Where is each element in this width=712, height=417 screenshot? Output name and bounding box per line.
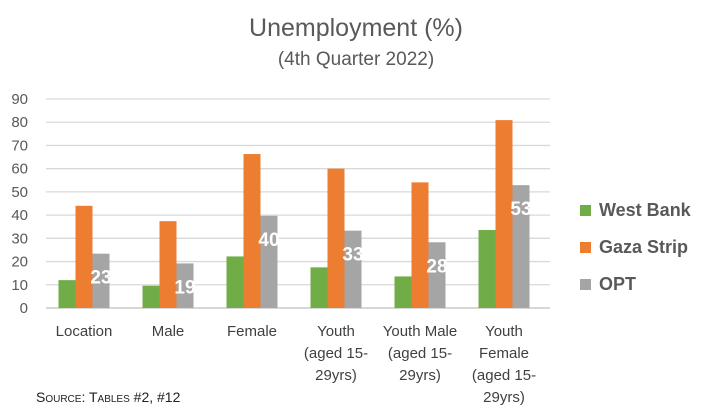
bar-west-bank [58,280,76,308]
legend-swatch [580,242,591,253]
bar-opt [428,242,446,308]
x-tick-label: Male [152,323,185,340]
legend-swatch [580,205,591,216]
bar-opt [92,253,110,308]
x-tick-label: Location [56,323,113,340]
x-tick-label: Youth [317,323,355,340]
bar-gaza-strip [75,205,93,308]
bar-west-bank [142,285,160,308]
bar-west-bank [478,229,496,308]
x-tick-label: Female [227,323,277,340]
data-label: 53 [510,199,531,220]
legend-item: Gaza Strip [580,237,688,258]
legend-item: OPT [580,274,636,295]
x-tick-label: 29yrs) [483,389,525,406]
legend-swatch [580,279,591,290]
bar-gaza-strip [495,120,513,308]
bar-west-bank [394,276,412,308]
y-tick-label: 80 [11,114,28,131]
x-tick-label: (aged 15- [388,345,452,362]
y-tick-label: 10 [11,277,28,294]
data-label: 23 [90,268,111,289]
bar-gaza-strip [327,168,345,308]
x-tick-label: Female [479,345,529,362]
bar-west-bank [310,267,328,308]
x-tick-label: (aged 15- [472,367,536,384]
data-label: 33 [342,245,363,266]
chart-title: Unemployment (%) [249,14,463,42]
legend-label: OPT [599,274,637,294]
y-tick-label: 0 [20,300,28,317]
source-note: Source: Tables #2, #12 [36,389,181,405]
x-tick-label: Youth Male [383,323,458,340]
y-tick-label: 70 [11,137,28,154]
y-tick-label: 20 [11,254,28,271]
bar-west-bank [226,256,244,308]
data-label: 19 [174,277,195,298]
bar-opt [344,230,362,308]
legend-label: West Bank [599,200,691,220]
x-tick-label: 29yrs) [399,367,441,384]
y-tick-label: 50 [11,184,28,201]
bar-opt [512,185,530,308]
bar-gaza-strip [243,154,261,308]
y-tick-label: 60 [11,161,28,178]
data-label: 28 [426,256,447,277]
bar-gaza-strip [159,221,177,308]
x-tick-label: 29yrs) [315,367,357,384]
bar-opt [176,263,194,308]
legend-item: West Bank [580,200,691,221]
y-tick-label: 30 [11,230,28,247]
legend-label: Gaza Strip [599,237,689,257]
y-tick-label: 90 [11,91,28,108]
bar-gaza-strip [411,182,429,308]
chart-subtitle: (4th Quarter 2022) [277,49,435,70]
data-label: 40 [258,230,279,251]
x-tick-label: (aged 15- [304,345,368,362]
y-tick-label: 40 [11,207,28,224]
bar-opt [260,215,278,308]
x-tick-label: Youth [485,323,523,340]
